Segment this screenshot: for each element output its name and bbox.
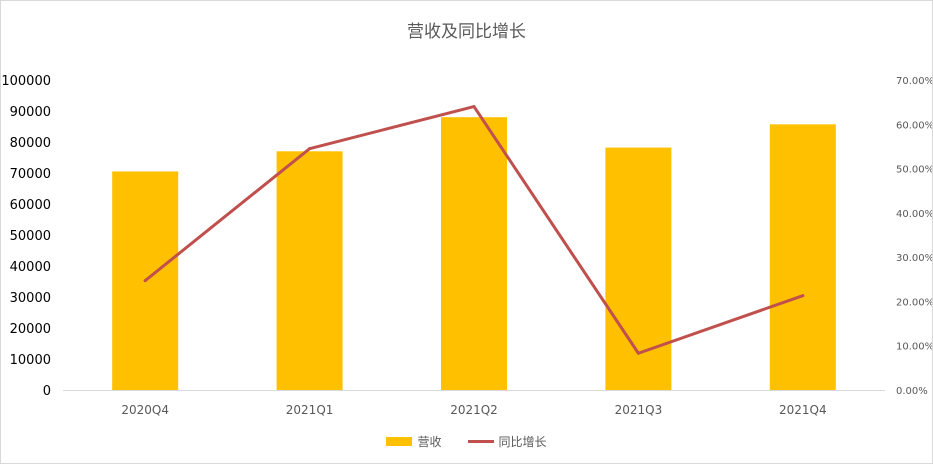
bar-2021q1: [276, 151, 343, 390]
y-left-tick-label: 30000: [10, 291, 51, 306]
y-left-tick-label: 20000: [10, 322, 51, 337]
y-left-tick-label: 0: [43, 384, 51, 399]
y-right-tick-label: 50.00%: [896, 165, 932, 176]
y-right-tick-label: 20.00%: [896, 297, 932, 308]
line-point-2021q2: [472, 105, 476, 109]
line-point-2021q1: [308, 147, 312, 151]
x-tick-label: 2021Q1: [286, 403, 334, 417]
y-left-tick-label: 60000: [10, 198, 51, 213]
y-right-tick-label: 0.00%: [896, 386, 928, 397]
y-left-tick-label: 100000: [1, 74, 51, 89]
line-point-2021q3: [636, 351, 640, 355]
bar-2021q3: [605, 147, 672, 390]
y-left-tick-label: 50000: [10, 229, 51, 244]
legend-item-yoy: 同比增长: [467, 433, 547, 450]
line-point-2020q4: [143, 279, 147, 283]
y-right-tick-label: 40.00%: [896, 209, 932, 220]
legend-swatch-yoy: [467, 440, 494, 443]
y-left-tick-label: 80000: [10, 136, 51, 151]
bar-2021q4: [769, 124, 836, 390]
y-right-tick-label: 70.00%: [896, 76, 932, 87]
x-tick-label: 2020Q4: [121, 403, 169, 417]
legend-swatch-revenue: [386, 437, 413, 446]
x-tick-label: 2021Q2: [450, 403, 498, 417]
y-left-tick-label: 90000: [10, 105, 51, 120]
y-right-tick-label: 60.00%: [896, 120, 932, 131]
x-tick-label: 2021Q4: [779, 403, 827, 417]
line-point-2021q4: [801, 294, 805, 298]
legend-item-revenue: 营收: [386, 433, 442, 450]
legend: 营收 同比增长: [1, 433, 932, 450]
legend-label-revenue: 营收: [417, 435, 442, 449]
x-tick-label: 2021Q3: [615, 403, 663, 417]
y-left-tick-label: 70000: [10, 167, 51, 182]
y-left-tick-label: 10000: [10, 353, 51, 368]
legend-label-yoy: 同比增长: [498, 435, 547, 449]
chart-title: 营收及同比增长: [407, 22, 526, 42]
y-left-tick-label: 40000: [10, 260, 51, 275]
bar-2021q2: [441, 117, 507, 390]
y-right-tick-label: 10.00%: [896, 342, 932, 353]
y-right-tick-label: 30.00%: [896, 253, 932, 264]
